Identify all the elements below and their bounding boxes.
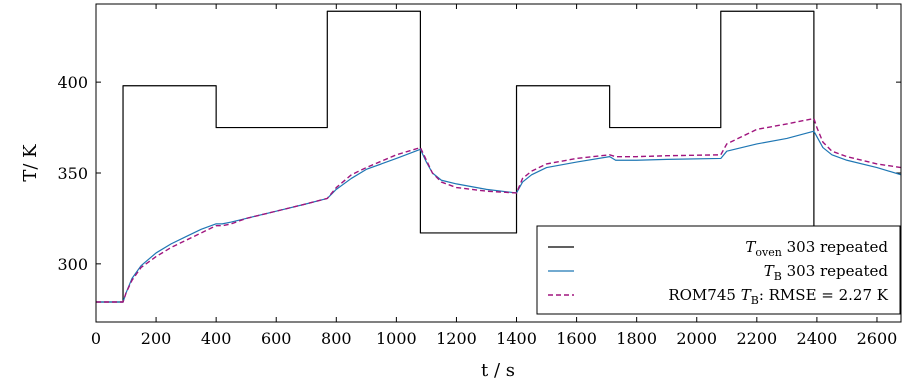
x-tick-label: 400 (201, 329, 232, 348)
x-tick-label: 800 (321, 329, 352, 348)
legend: Toven 303 repeated TB 303 repeated ROM745 … (536, 225, 901, 315)
plot-frame (95, 3, 902, 323)
series-tb-line (96, 130, 901, 303)
x-tick-label: 0 (91, 329, 101, 348)
x-tick-label: 600 (261, 329, 292, 348)
tick-marks (95, 4, 901, 322)
x-axis-label: t / s (481, 360, 515, 381)
y-tick-label: 350 (57, 164, 88, 183)
legend-label: TB 303 repeated (764, 262, 889, 283)
legend-label: Toven 303 repeated (745, 238, 888, 259)
y-axis-label: T/ K (20, 144, 41, 182)
x-tick-label: 1600 (556, 329, 597, 348)
series-layer (96, 10, 901, 303)
y-tick-label: 400 (57, 73, 88, 92)
x-tick-labels: 0 200 400 600 800 1000 1200 1400 1600 1800 2000 220… (91, 329, 897, 348)
x-tick-label: 2600 (857, 329, 898, 348)
legend-box (536, 225, 901, 315)
series-oven-line (96, 10, 815, 303)
series-rom-line (96, 117, 901, 303)
x-tick-label: 1800 (616, 329, 657, 348)
x-tick-label: 1200 (436, 329, 477, 348)
x-tick-label: 2200 (736, 329, 777, 348)
legend-label: ROM745 TB: RMSE = 2.27 K (668, 286, 888, 307)
x-tick-label: 1400 (496, 329, 537, 348)
x-tick-label: 200 (141, 329, 172, 348)
y-tick-labels: 300 350 400 (57, 73, 88, 274)
y-tick-label: 300 (57, 255, 88, 274)
x-tick-label: 1000 (376, 329, 417, 348)
x-tick-label: 2400 (797, 329, 838, 348)
x-tick-label: 2000 (676, 329, 717, 348)
